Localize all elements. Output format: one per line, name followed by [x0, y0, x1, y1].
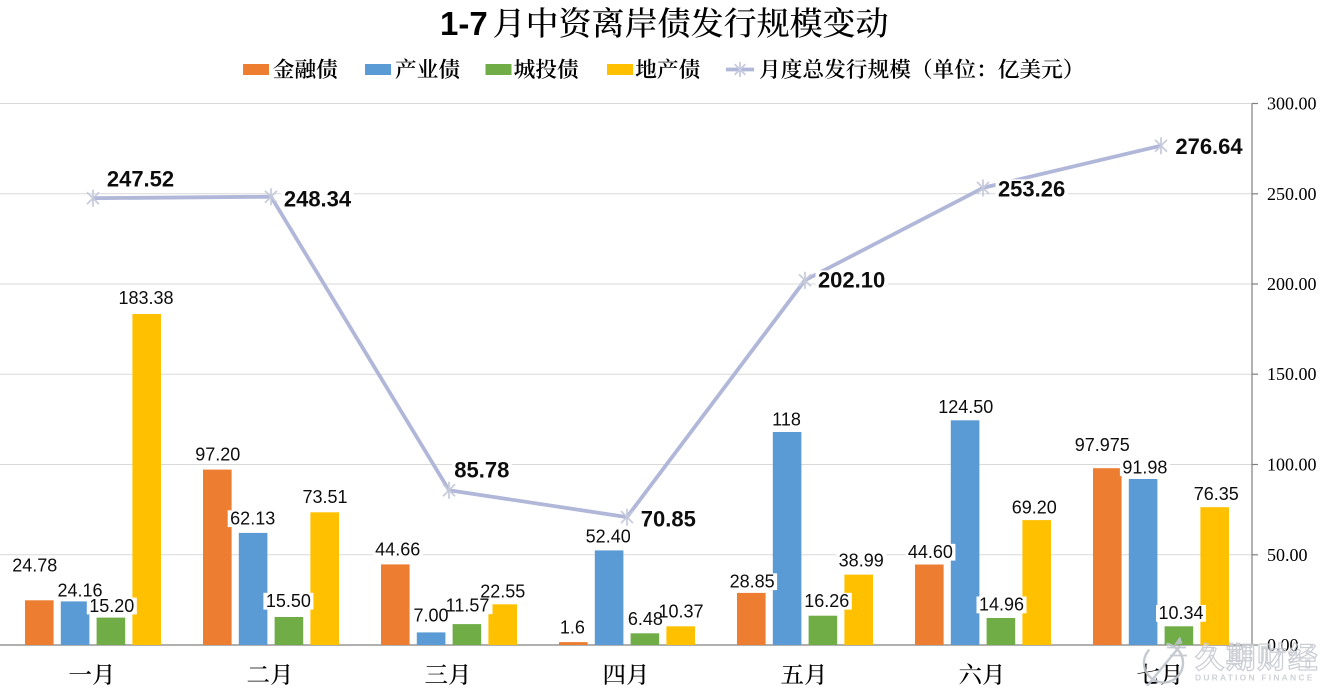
svg-text:300.00: 300.00: [1267, 94, 1317, 114]
svg-text:150.00: 150.00: [1267, 364, 1317, 384]
svg-text:97.20: 97.20: [195, 445, 240, 465]
svg-text:24.78: 24.78: [12, 556, 57, 576]
svg-text:16.26: 16.26: [804, 591, 849, 611]
svg-text:22.55: 22.55: [480, 581, 525, 601]
svg-text:11.57: 11.57: [446, 596, 490, 616]
svg-text:73.51: 73.51: [302, 487, 347, 507]
svg-text:38.99: 38.99: [839, 551, 884, 571]
svg-text:250.00: 250.00: [1267, 184, 1317, 204]
svg-text:248.34: 248.34: [284, 187, 352, 212]
svg-text:124.50: 124.50: [938, 397, 993, 417]
svg-text:118: 118: [772, 410, 801, 430]
svg-text:28.85: 28.85: [730, 572, 775, 592]
svg-text:91.98: 91.98: [1122, 458, 1167, 478]
svg-text:76.35: 76.35: [1194, 484, 1239, 504]
svg-text:10.34: 10.34: [1158, 603, 1203, 623]
svg-text:85.78: 85.78: [454, 457, 509, 482]
svg-text:100.00: 100.00: [1267, 455, 1317, 475]
svg-text:1-7: 1-7: [440, 5, 488, 42]
svg-text:24.16: 24.16: [57, 581, 102, 601]
svg-text:276.64: 276.64: [1175, 134, 1243, 159]
svg-text:15.50: 15.50: [266, 591, 311, 611]
svg-text:183.38: 183.38: [118, 288, 173, 308]
svg-text:253.26: 253.26: [998, 176, 1065, 201]
svg-text:7.00: 7.00: [413, 606, 448, 626]
svg-text:52.40: 52.40: [586, 527, 631, 547]
svg-text:6.48: 6.48: [628, 609, 663, 629]
svg-text:202.10: 202.10: [818, 267, 885, 292]
svg-text:44.60: 44.60: [908, 542, 953, 562]
svg-text:44.66: 44.66: [375, 540, 420, 560]
svg-text:15.20: 15.20: [89, 596, 134, 616]
svg-text:70.85: 70.85: [641, 506, 696, 531]
svg-text:14.96: 14.96: [979, 595, 1024, 615]
svg-text:DURATION FINANCE: DURATION FINANCE: [1195, 673, 1315, 683]
svg-text:1.6: 1.6: [560, 617, 585, 637]
svg-text:50.00: 50.00: [1267, 545, 1308, 565]
svg-text:200.00: 200.00: [1267, 274, 1317, 294]
svg-text:10.37: 10.37: [658, 602, 703, 622]
svg-text:62.13: 62.13: [230, 509, 275, 529]
svg-text:69.20: 69.20: [1012, 498, 1057, 518]
svg-text:97.975: 97.975: [1075, 435, 1130, 455]
svg-text:247.52: 247.52: [107, 167, 174, 192]
